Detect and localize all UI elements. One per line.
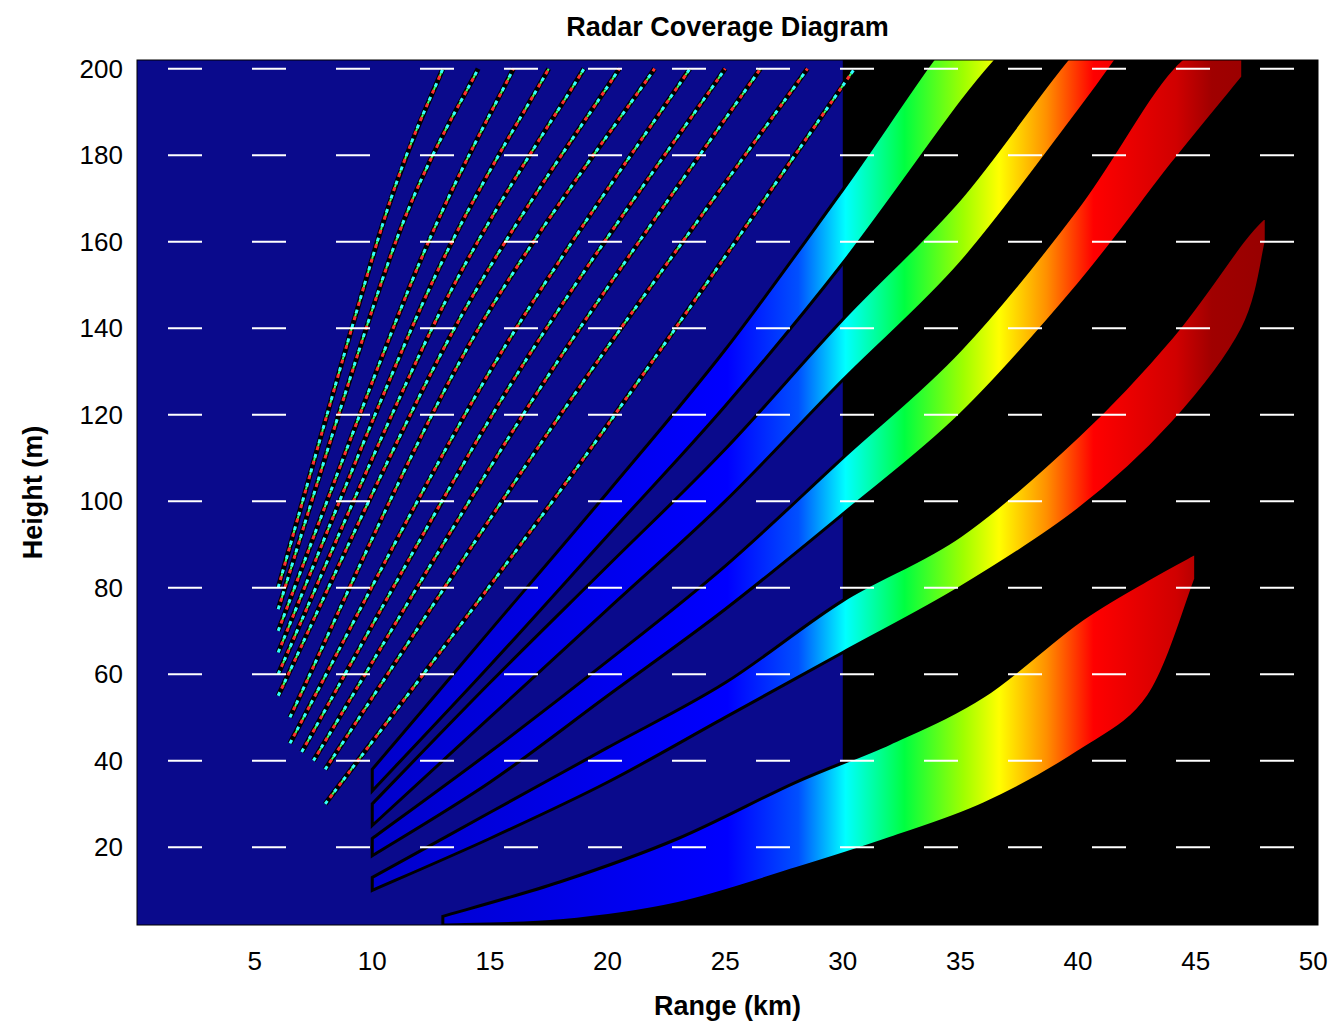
y-axis-title: Height (m): [18, 426, 48, 559]
x-tick-label: 50: [1299, 946, 1328, 976]
x-tick-label: 40: [1064, 946, 1093, 976]
fine-lobe: [278, 69, 619, 696]
grid-line: [168, 760, 1318, 762]
fine-lobe: [278, 69, 619, 696]
grid-line: [168, 327, 1318, 329]
x-tick-label: 5: [247, 946, 261, 976]
fine-lobe-null: [278, 69, 619, 696]
y-tick-label: 180: [80, 140, 123, 170]
fine-lobe-null: [278, 69, 513, 631]
x-tick-label: 35: [946, 946, 975, 976]
x-tick-label: 15: [475, 946, 504, 976]
lobe: [372, 60, 1125, 826]
grid-line: [168, 68, 1318, 70]
y-tick-label: 60: [94, 659, 123, 689]
x-tick-label: 20: [593, 946, 622, 976]
x-tick-label: 25: [711, 946, 740, 976]
y-tick-label: 160: [80, 227, 123, 257]
fine-lobe-null: [278, 69, 549, 653]
plot-frame: [137, 60, 1318, 925]
x-tick-label: 10: [358, 946, 387, 976]
grid-line: [168, 500, 1318, 502]
plot-marks: [137, 60, 1266, 925]
chart-title: Radar Coverage Diagram: [566, 12, 889, 42]
fine-lobe: [278, 69, 478, 610]
y-tick-label: 40: [94, 746, 123, 776]
lobe: [372, 216, 1266, 891]
lobe: [372, 60, 1242, 856]
fine-lobe-null: [278, 69, 478, 610]
grid-line: [168, 673, 1318, 675]
grid-line: [168, 587, 1318, 589]
y-tick-label: 120: [80, 400, 123, 430]
grid-line: [168, 154, 1318, 156]
y-tick-label: 80: [94, 573, 123, 603]
fine-lobe: [278, 69, 549, 653]
lobe: [372, 60, 1007, 791]
fine-lobe: [278, 69, 478, 610]
chart: 5 10 15 20 25 30 35 40 45 50 20 40 60 80 100 120 140 160 1…: [0, 0, 1337, 1029]
fine-lobe: [278, 69, 513, 631]
y-tick-label: 200: [80, 54, 123, 84]
fine-lobe: [278, 69, 549, 653]
fine-lobe: [278, 69, 478, 610]
fine-lobe: [278, 69, 619, 696]
lobe: [443, 553, 1196, 925]
y-tick-label: 20: [94, 832, 123, 862]
coverage-region: [137, 60, 843, 925]
grid-line: [168, 241, 1318, 243]
fine-lobe: [278, 69, 513, 631]
y-tick-label: 140: [80, 313, 123, 343]
grid-line: [168, 414, 1318, 416]
y-tick-label: 100: [80, 486, 123, 516]
x-tick-label: 45: [1181, 946, 1210, 976]
grid-line: [168, 846, 1318, 848]
fine-lobe: [278, 69, 513, 631]
x-tick-label: 30: [828, 946, 857, 976]
fine-lobe: [278, 69, 549, 653]
x-axis-title: Range (km): [654, 991, 801, 1021]
